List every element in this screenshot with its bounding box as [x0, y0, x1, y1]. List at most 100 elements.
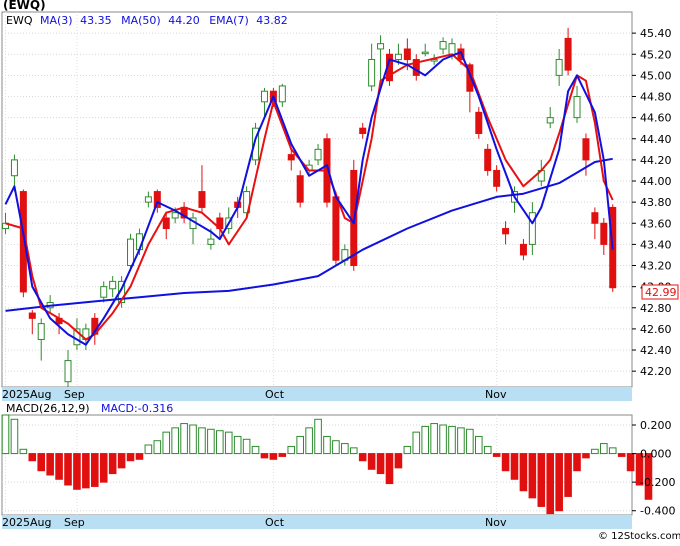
candle-body	[475, 111, 483, 134]
candle	[493, 165, 501, 192]
macd-bar	[108, 453, 117, 475]
price-tick-label: 44.20	[640, 154, 672, 167]
macd-bar	[376, 453, 385, 475]
macd-bar	[439, 424, 447, 455]
price-tick-label: 44.00	[640, 175, 672, 188]
macd-bar	[501, 453, 510, 472]
candle	[127, 233, 135, 271]
candle-body	[260, 90, 268, 103]
price-tick-label: 45.40	[640, 27, 672, 40]
candle	[421, 43, 429, 57]
candle-body	[394, 53, 402, 61]
macd-bar	[198, 427, 206, 455]
ticker-title: (EWQ)	[3, 0, 46, 12]
candle	[2, 212, 9, 234]
candle	[162, 212, 170, 240]
macd-bar	[189, 424, 197, 455]
candle-body	[359, 127, 367, 134]
macd-bar	[385, 453, 394, 485]
x-axis-label: 2025Aug	[2, 388, 51, 401]
macd-bar	[644, 453, 653, 500]
candle-body	[144, 196, 152, 203]
candle-body	[162, 217, 170, 230]
macd-bar	[242, 438, 251, 455]
candle	[260, 88, 268, 118]
price-tick-label: 42.60	[640, 323, 672, 336]
macd-bar	[564, 453, 572, 497]
price-tick-label: 44.80	[640, 91, 672, 104]
macd-x-axis-label: Nov	[485, 516, 507, 529]
macd-bar	[64, 453, 72, 486]
price-tick-label: 42.40	[640, 344, 672, 357]
macd-bar	[492, 453, 501, 457]
macd-x-axis-band	[2, 515, 632, 529]
candle	[28, 309, 36, 335]
macd-x-axis-label: Sep	[64, 516, 85, 529]
candle	[484, 144, 492, 176]
candle	[377, 35, 385, 86]
macd-bar	[296, 435, 304, 455]
macd-bar	[260, 453, 269, 459]
macd-bar	[73, 453, 81, 490]
candle	[368, 43, 376, 92]
candle-body	[564, 37, 572, 71]
macd-bar	[126, 453, 135, 462]
candle-body	[153, 191, 161, 208]
macd-tick-label: 0.200	[640, 419, 672, 432]
candle	[359, 122, 367, 139]
macd-bar	[55, 453, 63, 480]
price-tick-label: 42.80	[640, 302, 672, 315]
candle	[144, 191, 152, 208]
candle-body	[207, 238, 215, 245]
candle	[555, 48, 563, 86]
legend-ma50: MA(50)	[121, 14, 161, 27]
candle-body	[100, 286, 108, 298]
price-tick-label: 44.40	[640, 133, 672, 146]
macd-bar	[19, 448, 28, 455]
candle	[591, 207, 599, 240]
candle-body	[28, 312, 36, 319]
legend-ema7: EMA(7)	[209, 14, 249, 27]
candle-body	[600, 222, 608, 245]
candle-body	[109, 280, 117, 290]
legend-ma3: MA(3)	[40, 14, 73, 27]
macd-bar	[635, 453, 644, 486]
legend-ma50-value: 44.20	[168, 14, 200, 27]
candle-body	[502, 228, 510, 235]
macd-bar	[207, 428, 215, 455]
macd-bar	[617, 453, 626, 457]
x-axis-label: Sep	[64, 388, 85, 401]
candle	[546, 107, 554, 129]
price-tick-label: 43.60	[640, 217, 672, 230]
candle-body	[528, 212, 536, 245]
macd-bar	[546, 453, 555, 515]
macd-bar	[135, 453, 144, 460]
macd-bar	[171, 427, 179, 455]
macd-bar	[117, 453, 126, 469]
macd-tick-label: -0.400	[640, 505, 675, 518]
macd-bar	[82, 453, 90, 489]
macd-bar	[483, 445, 492, 455]
macd-bar	[233, 435, 242, 455]
macd-bar	[367, 453, 376, 470]
macd-bar	[457, 427, 465, 455]
candle	[153, 189, 161, 213]
price-tick-label: 42.20	[640, 365, 672, 378]
candle-body	[252, 127, 260, 161]
x-axis-label: Oct	[265, 388, 285, 401]
candle	[278, 83, 286, 108]
macd-bar	[224, 431, 233, 455]
candle-body	[555, 59, 563, 76]
macd-bar	[412, 431, 421, 455]
candle	[314, 144, 322, 166]
macd-bar	[323, 435, 331, 455]
candle	[252, 122, 260, 166]
candle	[296, 170, 304, 208]
macd-bar	[278, 453, 287, 457]
candle-body	[171, 212, 179, 219]
candle	[430, 54, 438, 65]
legend-symbol: EWQ	[6, 14, 33, 27]
macd-bar	[608, 447, 617, 455]
candle-body	[484, 148, 492, 171]
